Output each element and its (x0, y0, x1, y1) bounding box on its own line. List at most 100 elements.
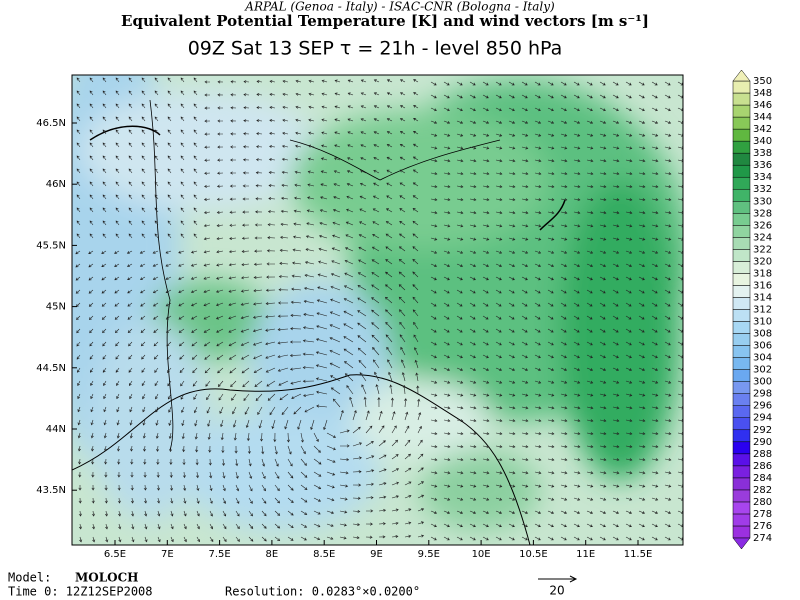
resolution: Resolution: 0.0283°×0.0200° (225, 585, 420, 599)
colorbar-band (732, 525, 751, 539)
colorbar-label: 276 (753, 521, 772, 532)
colorbar-band (732, 333, 751, 346)
colorbar-label: 324 (753, 232, 772, 243)
colorbar-band (732, 128, 751, 142)
colorbar-band (732, 225, 751, 238)
colorbar-band (732, 176, 751, 190)
colorbar-band (732, 477, 751, 491)
colorbar-label: 332 (753, 184, 772, 195)
colorbar-band (732, 285, 751, 298)
colorbar-band (732, 321, 751, 334)
lon-label: 9E (370, 549, 383, 560)
colorbar-band (732, 164, 751, 178)
map-field (72, 75, 683, 545)
colorbar-label: 288 (753, 449, 772, 460)
colorbar-label: 304 (753, 353, 772, 364)
colorbar-band (732, 357, 751, 370)
colorbar-band (732, 297, 751, 310)
lat-label: 46N (46, 179, 66, 190)
lon-label: 8E (266, 549, 279, 560)
colorbar-band (732, 501, 751, 515)
scale-label: 20 (549, 584, 564, 598)
colorbar-band (732, 309, 751, 322)
colorbar-band (732, 273, 751, 286)
subtitle: 09Z Sat 13 SEP τ = 21h - level 850 hPa (188, 38, 563, 60)
colorbar-band (732, 465, 751, 479)
lon-label: 7.5E (208, 549, 230, 560)
colorbar-label: 344 (753, 112, 772, 123)
colorbar-band (732, 104, 751, 118)
scale-arrow-head (569, 575, 578, 583)
time-zero: Time 0: 12Z12SEP2008 (8, 585, 153, 599)
lat-label: 44.5N (36, 363, 66, 374)
colorbar-label: 316 (753, 280, 772, 291)
colorbar-label: 274 (753, 533, 772, 544)
colorbar-label: 350 (753, 76, 772, 87)
map-frame (71, 74, 684, 546)
model-label: Model: (8, 571, 51, 585)
lat-label: 45N (46, 302, 66, 313)
colorbar-label: 298 (753, 389, 772, 400)
colorbar-label: 334 (753, 172, 772, 183)
colorbar-label: 290 (753, 437, 772, 448)
colorbar-band (732, 116, 751, 130)
colorbar-label: 310 (753, 317, 772, 328)
colorbar-label: 284 (753, 473, 772, 484)
colorbar-label: 308 (753, 329, 772, 340)
colorbar-label: 302 (753, 365, 772, 376)
colorbar-band (732, 441, 751, 455)
colorbar-label: 278 (753, 509, 772, 520)
colorbar-label: 282 (753, 485, 772, 496)
colorbar-label: 326 (753, 220, 772, 231)
colorbar-label: 336 (753, 160, 772, 171)
lat-label: 46.5N (36, 118, 66, 129)
colorbar-band (732, 92, 751, 106)
lon-label: 10E (472, 549, 491, 560)
colorbar-band (732, 405, 751, 418)
colorbar-label: 294 (753, 413, 772, 424)
colorbar-label: 300 (753, 377, 772, 388)
colorbar-label: 330 (753, 196, 772, 207)
title: Equivalent Potential Temperature [K] and… (121, 12, 649, 30)
colorbar-band (732, 237, 751, 250)
colorbar-label: 286 (753, 461, 772, 472)
colorbar-band (732, 140, 751, 154)
colorbar-label: 342 (753, 124, 772, 135)
credit: ARPAL (Genoa - Italy) - ISAC-CNR (Bologn… (244, 0, 555, 14)
colorbar-band (732, 152, 751, 166)
colorbar-label: 322 (753, 244, 772, 255)
lon-label: 10.5E (519, 549, 548, 560)
lon-label: 6.5E (104, 549, 126, 560)
colorbar-band (732, 381, 751, 394)
colorbar-band (732, 80, 751, 94)
colorbar-label: 292 (753, 425, 772, 436)
colorbar-label: 318 (753, 268, 772, 279)
model-name: MOLOCH (75, 571, 139, 585)
colorbar-label: 306 (753, 341, 772, 352)
colorbar-label: 338 (753, 148, 772, 159)
colorbar-label: 340 (753, 136, 772, 147)
colorbar-band (732, 188, 751, 202)
colorbar-label: 296 (753, 401, 772, 412)
colorbar-band (732, 453, 751, 467)
colorbar-label: 312 (753, 305, 772, 316)
colorbar-band (732, 489, 751, 503)
colorbar-band (732, 429, 751, 443)
lat-label: 44N (46, 424, 66, 435)
colorbar-band (732, 201, 751, 214)
lon-label: 8.5E (313, 549, 335, 560)
wind-vectors (75, 77, 683, 543)
colorbar-band (732, 213, 751, 226)
lon-label: 11.5E (624, 549, 653, 560)
colorbar-band (732, 513, 751, 527)
colorbar-band (732, 369, 751, 382)
colorbar-band (732, 345, 751, 358)
colorbar-label: 346 (753, 100, 772, 111)
colorbar-label: 348 (753, 88, 772, 99)
colorbar-band (732, 249, 751, 262)
lat-label: 43.5N (36, 485, 66, 496)
lon-label: 11E (576, 549, 595, 560)
lon-label: 9.5E (418, 549, 440, 560)
lat-label: 45.5N (36, 240, 66, 251)
lon-label: 7E (161, 549, 174, 560)
